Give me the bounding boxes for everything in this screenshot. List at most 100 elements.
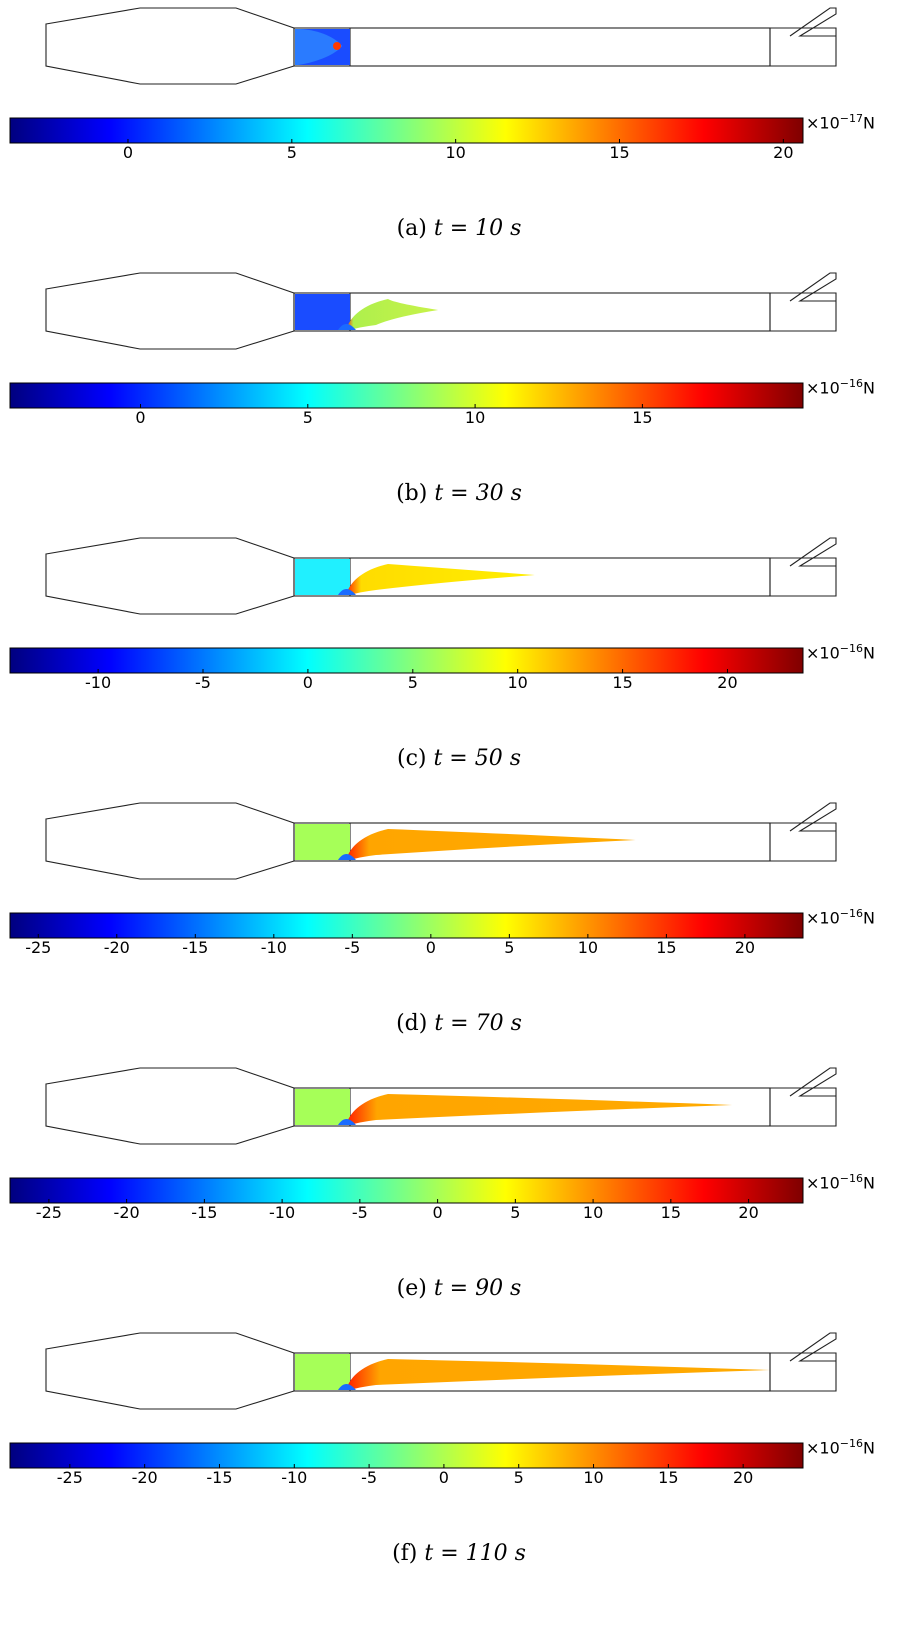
outlet-outline	[770, 292, 837, 332]
plume	[346, 564, 535, 595]
colorbar-tick-label: 20	[773, 143, 793, 162]
colorbar-tick-label: 5	[287, 143, 297, 162]
colorbar-tick-label: 20	[717, 673, 737, 692]
colorbar-tick-label: -10	[261, 938, 287, 957]
colorbar-tick-label: -5	[361, 1468, 377, 1487]
colorbar-tick-label: -25	[36, 1203, 62, 1222]
chamber-outline	[45, 1067, 295, 1145]
colorbar-tick-label: -10	[269, 1203, 295, 1222]
domain-outline	[45, 1332, 837, 1410]
domain-outline	[45, 7, 837, 85]
colorbar-tick-label: 5	[514, 1468, 524, 1487]
colorbar-tick-label: 15	[609, 143, 629, 162]
colorbar-tick-label: 0	[426, 938, 436, 957]
plume	[346, 299, 439, 330]
inlet-region	[295, 294, 350, 330]
panel-caption: (a) t = 10 s	[396, 216, 522, 241]
concentration-field	[295, 559, 535, 595]
geometry-and-colorbar: -25 -20 -15 -10 -5 0 5 10 15 20	[9, 1067, 837, 1222]
colorbar-unit: ×10−16N	[806, 1172, 875, 1193]
colorbar: -25 -20 -15 -10 -5 0 5 10 15 20	[9, 1177, 804, 1222]
colorbar-tick-label: -5	[195, 673, 211, 692]
outlet-outline	[770, 1352, 837, 1392]
chamber-outline	[45, 1332, 295, 1410]
colorbar-tick-label: -15	[206, 1468, 232, 1487]
concentration-field	[295, 1089, 733, 1125]
colorbar-tick-label: -5	[352, 1203, 368, 1222]
colorbar-unit: ×10−17N	[806, 112, 875, 133]
colorbar: 0 5 10 15	[9, 382, 804, 427]
outlet-outline	[770, 822, 837, 862]
colorbar-tick-label: -20	[104, 938, 130, 957]
chamber-outline	[45, 272, 295, 350]
geometry-and-colorbar: 0 5 10 15 20	[9, 7, 837, 162]
colorbar-tick-label: -15	[182, 938, 208, 957]
colorbar-tick-label: 20	[733, 1468, 753, 1487]
inlet-region	[295, 824, 350, 860]
concentration-field	[295, 294, 439, 330]
colorbar-tick-label: 15	[656, 938, 676, 957]
colorbar-tick-label: 15	[661, 1203, 681, 1222]
domain-outline	[45, 1067, 837, 1145]
panel-caption: (c) t = 50 s	[396, 746, 522, 771]
colorbar-tick-label: -5	[344, 938, 360, 957]
panel-caption: (f) t = 110 s	[392, 1541, 526, 1566]
plume	[346, 1359, 770, 1390]
colorbar-tick-label: 10	[508, 673, 528, 692]
inlet-region	[295, 1354, 350, 1390]
colorbar-tick-label: -10	[85, 673, 111, 692]
panel: -25 -20 -15 -10 -5 0 5 10 15 20 ×10−16N (d) t = 70 …	[0, 795, 918, 1073]
colorbar-tick-label: 5	[303, 408, 313, 427]
colorbar-tick-label: -15	[191, 1203, 217, 1222]
plume	[295, 29, 342, 65]
chamber-outline	[45, 802, 295, 880]
panel: 0 5 10 15 ×10−16N (b) t = 30 s	[0, 265, 918, 543]
colorbar-tick-label: 5	[408, 673, 418, 692]
colorbar-tick-label: 20	[738, 1203, 758, 1222]
geometry-and-colorbar: -10 -5 0 5 10 15 20	[9, 537, 837, 692]
domain-outline	[45, 802, 837, 880]
colorbar-tick-label: 0	[433, 1203, 443, 1222]
colorbar-unit: ×10−16N	[806, 1437, 875, 1458]
chamber-outline	[45, 537, 295, 615]
channel-outline	[293, 27, 771, 67]
colorbar-tick-label: -20	[114, 1203, 140, 1222]
colorbar: -25 -20 -15 -10 -5 0 5 10 15 20	[9, 1442, 804, 1487]
geometry-and-colorbar: -25 -20 -15 -10 -5 0 5 10 15 20	[9, 1332, 837, 1487]
colorbar-tick-label: 0	[123, 143, 133, 162]
domain-outline	[45, 272, 837, 350]
panel: -25 -20 -15 -10 -5 0 5 10 15 20 ×10−16N (e) t = 90 …	[0, 1060, 918, 1338]
colorbar-tick-label: 15	[632, 408, 652, 427]
outlet-outline	[770, 557, 837, 597]
geometry-and-colorbar: 0 5 10 15	[9, 272, 837, 427]
concentration-field	[295, 1354, 770, 1390]
panel-caption: (d) t = 70 s	[396, 1011, 522, 1036]
geometry-and-colorbar: -25 -20 -15 -10 -5 0 5 10 15 20	[9, 802, 837, 957]
colorbar-tick-label: -20	[132, 1468, 158, 1487]
colorbar-tick-label: 15	[612, 673, 632, 692]
colorbar-tick-label: -25	[57, 1468, 83, 1487]
colorbar-unit: ×10−16N	[806, 377, 875, 398]
colorbar-tick-label: 0	[135, 408, 145, 427]
concentration-field	[295, 29, 350, 65]
colorbar: -10 -5 0 5 10 15 20	[9, 647, 804, 692]
panel-caption: (b) t = 30 s	[396, 481, 522, 506]
plume	[346, 1094, 733, 1125]
colorbar-tick-label: 10	[583, 1203, 603, 1222]
inlet-region	[295, 1089, 350, 1125]
colorbar-tick-label: 0	[303, 673, 313, 692]
colorbar-tick-label: 10	[578, 938, 598, 957]
colorbar-tick-label: 10	[465, 408, 485, 427]
colorbar-unit: ×10−16N	[806, 907, 875, 928]
concentration-field	[295, 824, 636, 860]
colorbar-tick-label: 20	[735, 938, 755, 957]
colorbar-tick-label: -10	[281, 1468, 307, 1487]
colorbar-tick-label: 5	[510, 1203, 520, 1222]
colorbar-unit: ×10−16N	[806, 642, 875, 663]
panel: -10 -5 0 5 10 15 20 ×10−16N (c) t = 50 s	[0, 530, 918, 808]
colorbar-tick-label: 0	[439, 1468, 449, 1487]
colorbar-tick-label: -25	[25, 938, 51, 957]
outlet-outline	[770, 27, 837, 67]
plume	[346, 829, 636, 860]
